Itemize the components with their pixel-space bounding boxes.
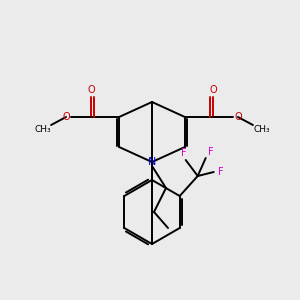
Text: F: F bbox=[208, 147, 214, 157]
Text: O: O bbox=[234, 112, 242, 122]
Text: O: O bbox=[62, 112, 70, 122]
Text: F: F bbox=[218, 167, 224, 177]
Text: CH₃: CH₃ bbox=[35, 125, 51, 134]
Text: O: O bbox=[209, 85, 217, 95]
Text: N: N bbox=[148, 157, 156, 167]
Text: CH₃: CH₃ bbox=[254, 125, 270, 134]
Text: O: O bbox=[87, 85, 95, 95]
Text: F: F bbox=[181, 148, 187, 158]
